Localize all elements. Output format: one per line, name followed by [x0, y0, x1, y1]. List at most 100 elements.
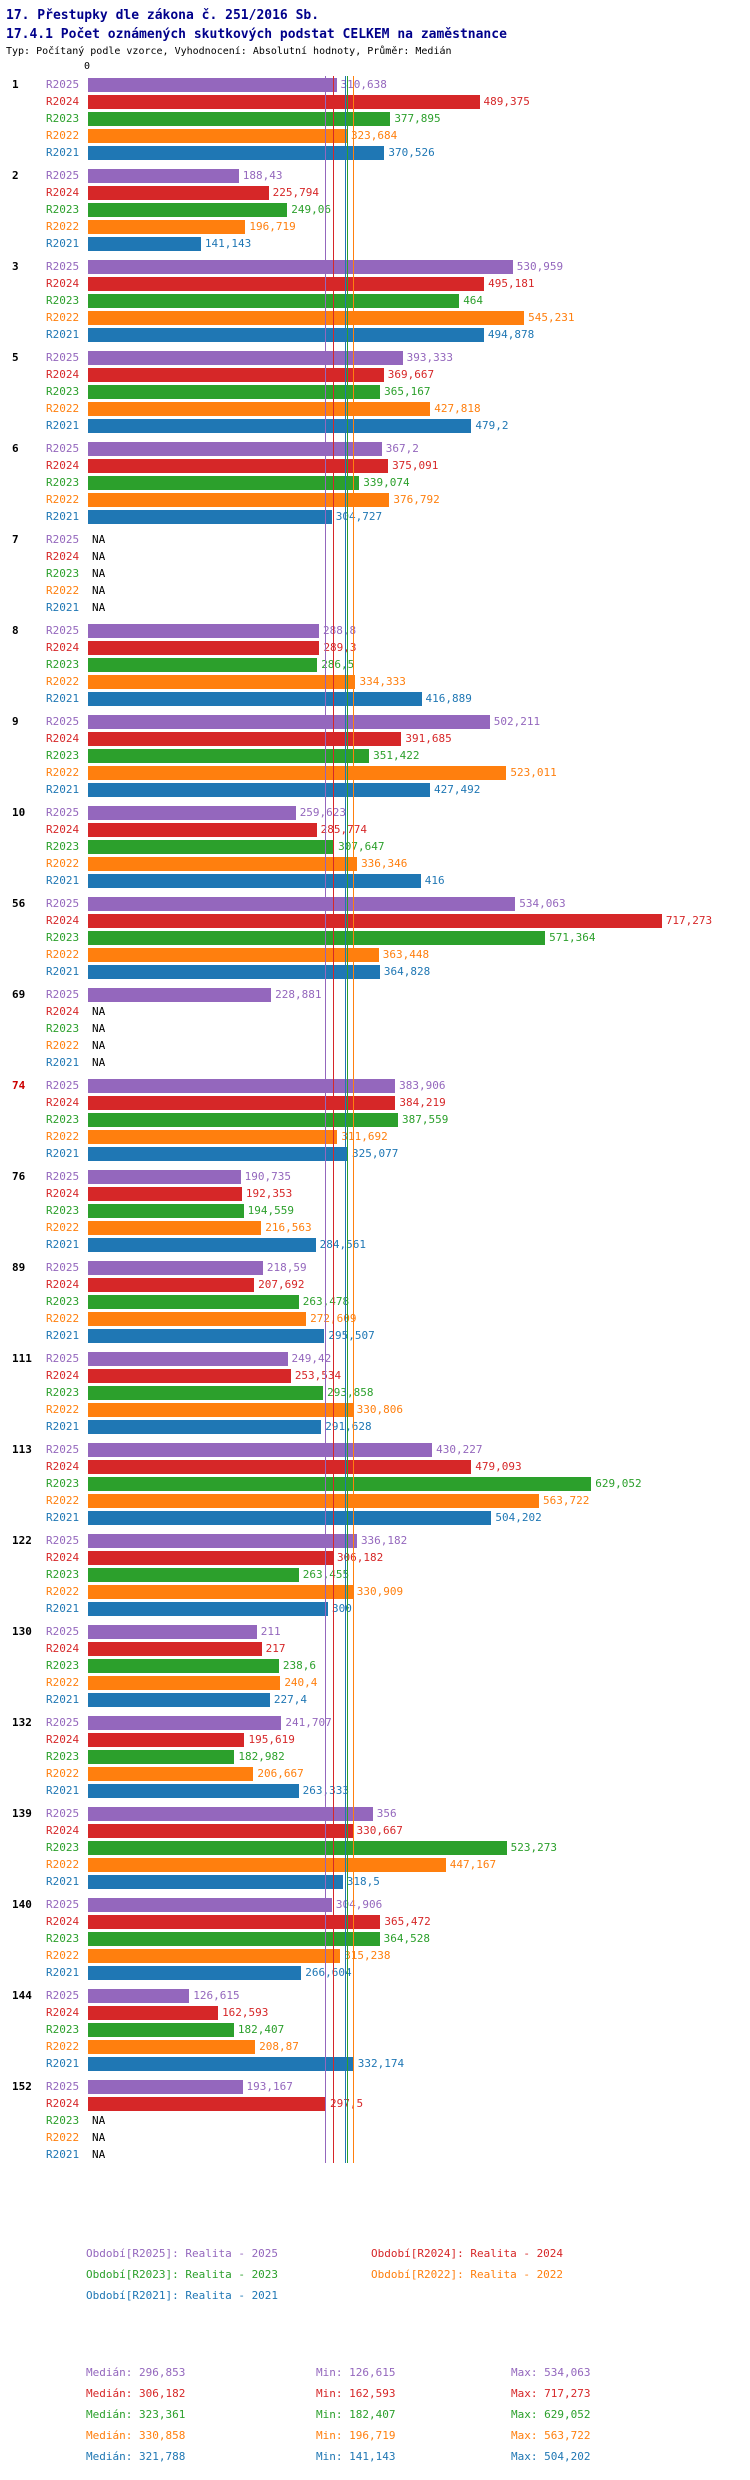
- bar-r2023: [88, 1476, 592, 1491]
- bar-row: R2022 196,719: [0, 218, 750, 235]
- stat-max-r2021: Max: 504,202: [511, 2450, 591, 2463]
- series-label-r2022: R2022: [46, 1858, 80, 1871]
- bar-row: R2022 206,667: [0, 1765, 750, 1782]
- bar-row: R2024 195,619: [0, 1731, 750, 1748]
- series-label-r2025: R2025: [46, 533, 80, 546]
- bar-row: R2021 325,077: [0, 1145, 750, 1162]
- series-label-r2025: R2025: [46, 1261, 80, 1274]
- bar-row: R2021 416: [0, 872, 750, 889]
- bar-row: 56 R2025 534,063: [0, 895, 750, 912]
- bar-row: R2021 266,604: [0, 1964, 750, 1981]
- series-label-r2023: R2023: [46, 567, 80, 580]
- bar-value-label: 416,889: [425, 692, 472, 705]
- bar-r2024: [88, 913, 662, 928]
- bar-value-label: 447,167: [449, 1858, 497, 1871]
- bar-row: R2023 182,982: [0, 1748, 750, 1765]
- bar-r2023: [88, 930, 546, 945]
- bar-group-113: 113 R2025 430,227 R2024 479,093 R2023 629,052 R…: [0, 1441, 750, 1526]
- bar-value-label: 363,448: [382, 948, 430, 961]
- series-label-r2023: R2023: [46, 1386, 80, 1399]
- bar-r2025: [88, 1260, 263, 1275]
- stat-min-r2025: Min: 126,615: [316, 2366, 396, 2379]
- series-label-r2025: R2025: [46, 1443, 80, 1456]
- median-line-r2024: [332, 76, 334, 2163]
- bar-value-label: 291,628: [325, 1420, 372, 1433]
- bar-value-label: 534,063: [519, 897, 566, 910]
- bar-group-111: 111 R2025 249,42 R2024 253,534 R2023 293,858 R2…: [0, 1350, 750, 1435]
- bar-value-label: 304,906: [335, 1898, 383, 1911]
- stats-row-r2024: Medián: 306,182 Min: 162,593 Max: 717,273: [86, 2383, 750, 2404]
- bar-r2021: [88, 691, 422, 706]
- bar-row: 122 R2025 336,182: [0, 1532, 750, 1549]
- group-label: 111: [12, 1352, 32, 1365]
- bar-group-7: 7 R2025 NA R2024 NA R2023 NA R2022 NA R2021 NA: [0, 531, 750, 616]
- bar-value-label: 376,792: [393, 493, 440, 506]
- series-label-r2022: R2022: [46, 1221, 80, 1234]
- bar-row: R2022 NA: [0, 582, 750, 599]
- bar-row: R2021 304,727: [0, 508, 750, 525]
- series-label-r2021: R2021: [46, 2057, 80, 2070]
- series-label-r2022: R2022: [46, 675, 80, 688]
- series-label-r2025: R2025: [46, 715, 80, 728]
- series-label-r2023: R2023: [46, 1204, 80, 1217]
- bar-row: 113 R2025 430,227: [0, 1441, 750, 1458]
- series-label-r2023: R2023: [46, 1841, 80, 1854]
- series-label-r2025: R2025: [46, 169, 80, 182]
- series-label-r2024: R2024: [46, 641, 80, 654]
- bar-r2024: [88, 1368, 291, 1383]
- bar-row: R2024 297,5: [0, 2095, 750, 2112]
- series-label-r2024: R2024: [46, 95, 80, 108]
- bar-group-152: 152R2025193,167R2024297,5R2023NAR2022NAR…: [0, 2078, 750, 2163]
- stats-row-r2025: Medián: 296,853 Min: 126,615 Max: 534,063: [86, 2362, 750, 2383]
- bar-value-label: 464: [463, 294, 484, 307]
- bar-value-label: 195,619: [248, 1733, 295, 1746]
- bar-r2025: [88, 987, 272, 1002]
- series-label-r2023: R2023: [46, 931, 80, 944]
- bar-row: R2024 NA: [0, 1003, 750, 1020]
- bar-row: R2024 225,794: [0, 184, 750, 201]
- bar-r2023: [88, 293, 460, 308]
- bar-row: R2024 217: [0, 1640, 750, 1657]
- bar-value-label: 297,5: [330, 2097, 363, 2110]
- series-label-r2022: R2022: [46, 766, 80, 779]
- series-label-r2024: R2024: [46, 1278, 80, 1291]
- chart-legend: Období[R2025]: Realita - 2025 Období[R202…: [0, 2243, 750, 2306]
- stats-row-r2023: Medián: 323,361 Min: 182,407 Max: 629,052: [86, 2404, 750, 2425]
- series-label-r2024: R2024: [46, 277, 80, 290]
- bar-r2022: [88, 1311, 307, 1326]
- series-label-r2022: R2022: [46, 948, 80, 961]
- bar-value-label: 530,959: [516, 260, 564, 273]
- bar-value-label: 162,593: [222, 2006, 269, 2019]
- bar-value-label: 126,615: [193, 1989, 240, 2002]
- series-label-r2024: R2024: [46, 1096, 80, 1109]
- bar-r2021: [88, 1601, 328, 1616]
- bar-value-label: 225,794: [272, 186, 319, 199]
- bar-row: R2024 253,534: [0, 1367, 750, 1384]
- group-label: 130: [12, 1625, 32, 1638]
- bar-row: R2021 NA: [0, 599, 750, 616]
- bar-row: R2021 504,202: [0, 1509, 750, 1526]
- bar-row: R2024 162,593: [0, 2004, 750, 2021]
- bar-value-label: 495,181: [488, 277, 535, 290]
- bar-r2022: [88, 492, 390, 507]
- report-meta: Typ: Počítaný podle vzorce, Vyhodnocení:…: [6, 46, 452, 57]
- bar-row: R2022 447,167: [0, 1856, 750, 1873]
- group-label: 69: [12, 988, 26, 1001]
- series-label-r2025: R2025: [46, 260, 80, 273]
- chart-stats: Medián: 296,853 Min: 126,615 Max: 534,063 M…: [0, 2362, 750, 2467]
- bar-row: R2021 284,561: [0, 1236, 750, 1253]
- bar-value-label: 311,692: [341, 1130, 388, 1143]
- bar-r2022: [88, 1766, 254, 1781]
- stat-median-r2025: Medián: 296,853: [86, 2366, 186, 2379]
- bar-value-label: 365,167: [384, 385, 431, 398]
- bar-value-label: 629,052: [595, 1477, 642, 1490]
- bar-row: R2022 NA: [0, 1037, 750, 1054]
- series-label-r2021: R2021: [46, 1966, 80, 1979]
- na-label: NA: [92, 2114, 106, 2127]
- bar-row: R2023 NA: [0, 2112, 750, 2129]
- bar-row: R2022 240,4: [0, 1674, 750, 1691]
- stat-median-r2022: Medián: 330,858: [86, 2429, 186, 2442]
- bar-row: R2022 315,238: [0, 1947, 750, 1964]
- na-label: NA: [92, 550, 106, 563]
- stats-row-r2022: Medián: 330,858 Min: 196,719 Max: 563,722: [86, 2425, 750, 2446]
